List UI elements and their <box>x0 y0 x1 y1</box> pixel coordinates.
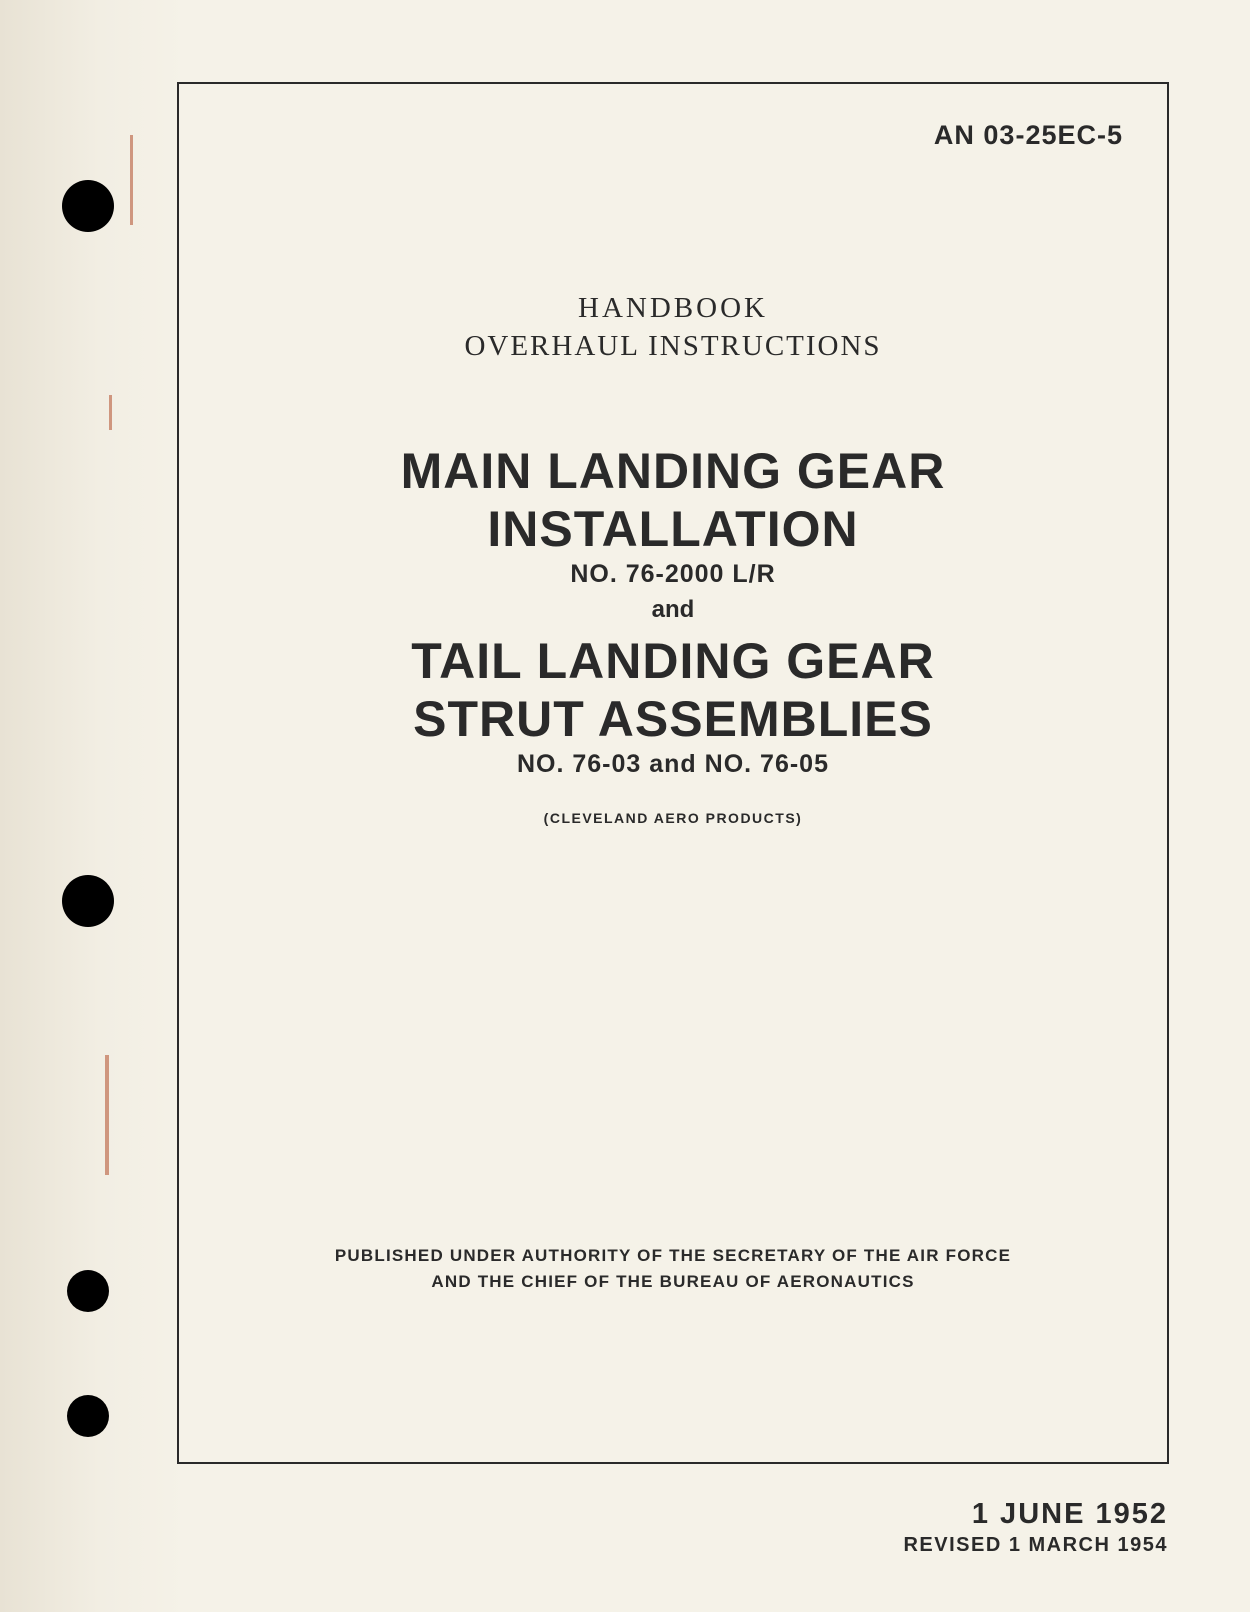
manufacturer-name: (CLEVELAND AERO PRODUCTS) <box>179 810 1167 826</box>
document-subtype-heading: OVERHAUL INSTRUCTIONS <box>179 330 1167 363</box>
document-page: AN 03-25EC-5 HANDBOOK OVERHAUL INSTRUCTI… <box>0 0 1250 1612</box>
conjunction-text: and <box>179 596 1167 624</box>
document-number: AN 03-25EC-5 <box>934 120 1123 151</box>
scan-artifact <box>105 1055 109 1175</box>
main-part-number: NO. 76-2000 L/R <box>179 560 1167 589</box>
document-type-heading: HANDBOOK <box>179 292 1167 325</box>
punch-hole <box>62 180 114 232</box>
scan-artifact <box>130 135 133 225</box>
publishing-authority-line-2: AND THE CHIEF OF THE BUREAU OF AERONAUTI… <box>179 1272 1167 1292</box>
punch-hole <box>62 875 114 927</box>
main-title-line-1: MAIN LANDING GEAR <box>179 442 1167 500</box>
sub-title-line-1: TAIL LANDING GEAR <box>179 632 1167 690</box>
scan-artifact <box>109 395 112 430</box>
sub-part-number: NO. 76-03 and NO. 76-05 <box>179 750 1167 779</box>
sub-title-line-2: STRUT ASSEMBLIES <box>179 690 1167 748</box>
punch-hole <box>67 1270 109 1312</box>
punch-hole <box>67 1395 109 1437</box>
revision-date: REVISED 1 MARCH 1954 <box>903 1534 1168 1557</box>
publishing-authority-line-1: PUBLISHED UNDER AUTHORITY OF THE SECRETA… <box>179 1246 1167 1266</box>
main-title-line-2: INSTALLATION <box>179 500 1167 558</box>
content-frame: AN 03-25EC-5 HANDBOOK OVERHAUL INSTRUCTI… <box>177 82 1169 1464</box>
issue-date: 1 JUNE 1952 <box>972 1498 1168 1531</box>
